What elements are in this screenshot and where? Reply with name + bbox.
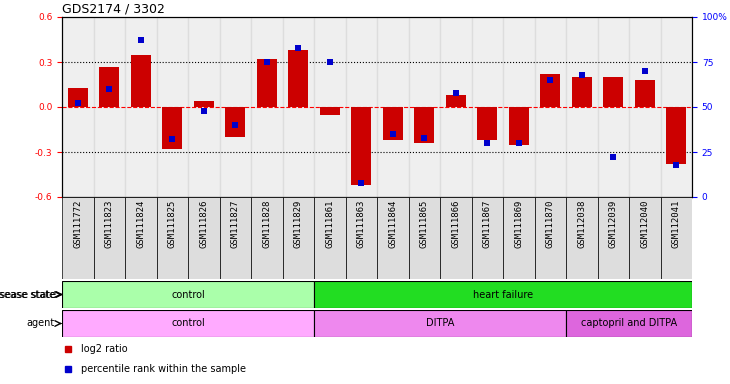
Bar — [125, 17, 156, 197]
Bar — [540, 74, 561, 107]
Bar — [566, 17, 597, 197]
Bar — [409, 197, 440, 279]
Text: GSM111772: GSM111772 — [73, 199, 82, 248]
Text: GSM112038: GSM112038 — [577, 199, 586, 248]
Bar — [345, 17, 377, 197]
Bar — [634, 80, 655, 107]
Text: GSM111861: GSM111861 — [326, 199, 334, 248]
Text: GSM111824: GSM111824 — [137, 199, 145, 248]
Text: GSM111829: GSM111829 — [293, 199, 303, 248]
Bar — [93, 17, 125, 197]
Bar — [62, 17, 93, 197]
Bar — [283, 197, 314, 279]
Bar — [251, 17, 283, 197]
Text: percentile rank within the sample: percentile rank within the sample — [81, 364, 246, 374]
Bar — [572, 77, 592, 107]
Text: GSM111865: GSM111865 — [420, 199, 429, 248]
Bar — [162, 107, 182, 149]
Bar — [320, 107, 340, 114]
Text: GSM111869: GSM111869 — [514, 199, 523, 248]
Text: GSM111864: GSM111864 — [388, 199, 397, 248]
Bar — [534, 197, 566, 279]
Bar — [566, 310, 692, 337]
Bar — [503, 17, 534, 197]
Bar — [67, 88, 88, 107]
Bar — [251, 197, 283, 279]
Bar — [314, 197, 345, 279]
Bar — [629, 197, 661, 279]
Bar — [188, 197, 220, 279]
Bar — [156, 17, 188, 197]
Bar — [534, 17, 566, 197]
Bar — [188, 17, 220, 197]
Bar — [283, 17, 314, 197]
Text: GSM111823: GSM111823 — [104, 199, 114, 248]
Bar — [666, 107, 686, 164]
Bar — [566, 197, 597, 279]
Text: captopril and DITPA: captopril and DITPA — [581, 318, 677, 328]
Bar — [661, 197, 692, 279]
Bar — [509, 107, 529, 144]
Text: GSM111866: GSM111866 — [451, 199, 460, 248]
Text: GSM112039: GSM112039 — [609, 199, 618, 248]
Bar — [93, 197, 125, 279]
Bar — [445, 95, 466, 107]
Text: agent: agent — [26, 318, 55, 328]
Bar — [256, 59, 277, 107]
Bar — [472, 197, 503, 279]
Text: disease state: disease state — [0, 290, 55, 300]
Text: GSM112040: GSM112040 — [640, 199, 649, 248]
Text: control: control — [171, 290, 205, 300]
Bar — [351, 107, 372, 185]
Bar — [472, 17, 503, 197]
Bar — [220, 197, 251, 279]
Bar — [314, 310, 566, 337]
Bar — [603, 77, 623, 107]
Text: GSM112041: GSM112041 — [672, 199, 681, 248]
Bar — [225, 107, 245, 137]
Bar — [440, 17, 472, 197]
Bar — [193, 101, 214, 107]
Bar — [597, 197, 629, 279]
Bar — [314, 17, 345, 197]
Bar — [409, 17, 440, 197]
Bar — [383, 107, 403, 140]
Bar — [220, 17, 251, 197]
Text: GSM111826: GSM111826 — [199, 199, 208, 248]
Bar — [477, 107, 497, 140]
Bar — [62, 197, 93, 279]
Bar — [156, 197, 188, 279]
Text: GSM111828: GSM111828 — [262, 199, 272, 248]
Text: GSM111867: GSM111867 — [483, 199, 492, 248]
Bar — [503, 197, 534, 279]
Text: GSM111825: GSM111825 — [168, 199, 177, 248]
Text: GDS2174 / 3302: GDS2174 / 3302 — [62, 3, 165, 16]
Text: DITPA: DITPA — [426, 318, 454, 328]
Bar — [440, 197, 472, 279]
Text: GSM111863: GSM111863 — [357, 199, 366, 248]
Bar — [288, 50, 309, 107]
Bar — [377, 197, 409, 279]
Bar — [62, 310, 314, 337]
Bar — [131, 55, 151, 107]
Bar — [62, 281, 314, 308]
Bar — [661, 17, 692, 197]
Bar — [314, 281, 692, 308]
Text: heart failure: heart failure — [473, 290, 533, 300]
Text: GSM111827: GSM111827 — [231, 199, 239, 248]
Text: disease state: disease state — [0, 290, 55, 300]
Bar — [99, 66, 120, 107]
Bar — [597, 17, 629, 197]
Text: control: control — [171, 318, 205, 328]
Bar — [377, 17, 409, 197]
Bar — [414, 107, 434, 143]
Bar — [125, 197, 156, 279]
Bar — [345, 197, 377, 279]
Text: GSM111870: GSM111870 — [546, 199, 555, 248]
Bar — [629, 17, 661, 197]
Text: log2 ratio: log2 ratio — [81, 344, 128, 354]
